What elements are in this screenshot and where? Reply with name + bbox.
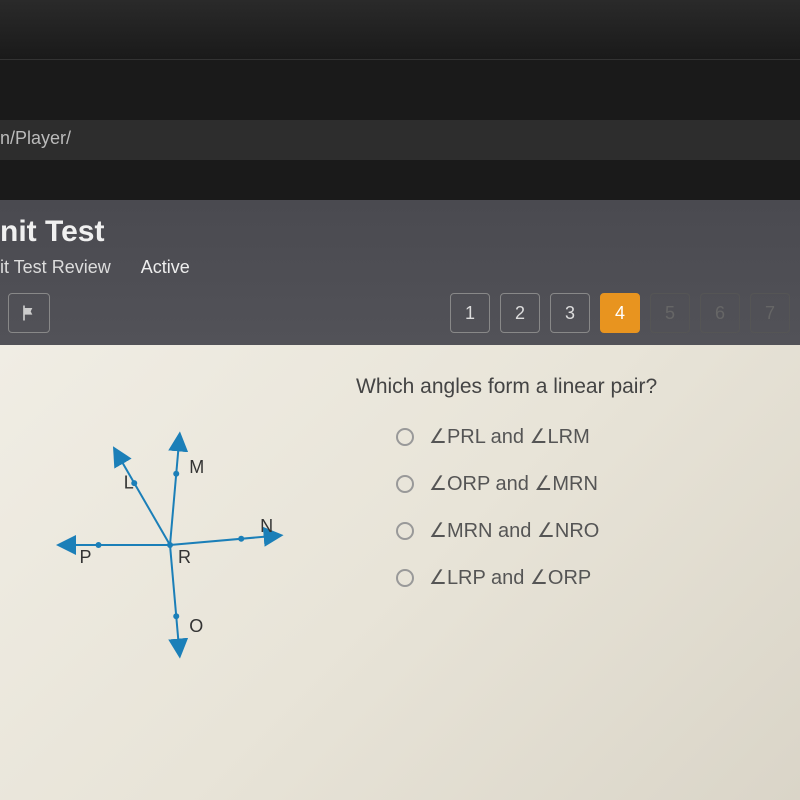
question-nav-5[interactable]: 5 — [650, 293, 690, 333]
radio-icon — [396, 428, 414, 446]
question-panel: Which angles form a linear pair? ∠PRL an… — [336, 345, 800, 800]
radio-icon — [396, 522, 414, 540]
radio-icon — [396, 475, 414, 493]
question-nav-7[interactable]: 7 — [750, 293, 790, 333]
monitor-bezel — [0, 0, 800, 60]
question-nav-4[interactable]: 4 — [600, 293, 640, 333]
option-2[interactable]: ∠MRN and ∠NRO — [396, 518, 780, 543]
test-header: nit Test it Test Review Active 1234567 — [0, 200, 800, 345]
question-nav-3[interactable]: 3 — [550, 293, 590, 333]
question-nav-2[interactable]: 2 — [500, 293, 540, 333]
svg-text:P: P — [80, 547, 92, 567]
option-0[interactable]: ∠PRL and ∠LRM — [396, 424, 780, 449]
content-area: L M N P O R Which angles form a linear pair? … — [0, 345, 800, 800]
option-label: ∠PRL and ∠LRM — [429, 424, 590, 449]
svg-text:L: L — [124, 473, 134, 493]
geometry-diagram: L M N P O R — [20, 375, 316, 705]
url-bar: n/Player/ — [0, 120, 800, 160]
subtitle-text: it Test Review — [0, 257, 111, 278]
option-1[interactable]: ∠ORP and ∠MRN — [396, 471, 780, 496]
svg-text:M: M — [189, 457, 204, 477]
question-text: Which angles form a linear pair? — [356, 375, 780, 399]
page-title: nit Test — [0, 215, 800, 249]
option-label: ∠MRN and ∠NRO — [429, 518, 599, 543]
nav-row: 1234567 — [0, 293, 790, 333]
dark-strip — [0, 160, 800, 200]
svg-text:N: N — [260, 516, 273, 536]
option-label: ∠ORP and ∠MRN — [429, 471, 598, 496]
question-nav-1[interactable]: 1 — [450, 293, 490, 333]
question-nav-6[interactable]: 6 — [700, 293, 740, 333]
flag-button[interactable] — [8, 293, 50, 333]
option-label: ∠LRP and ∠ORP — [429, 565, 591, 590]
question-nav: 1234567 — [450, 293, 790, 333]
option-3[interactable]: ∠LRP and ∠ORP — [396, 565, 780, 590]
url-path: n/Player/ — [0, 128, 71, 148]
svg-text:R: R — [178, 547, 191, 567]
status-text: Active — [141, 257, 190, 278]
header-subtitle-row: it Test Review Active — [0, 257, 800, 278]
diagram-panel: L M N P O R — [0, 345, 336, 800]
radio-icon — [396, 569, 414, 587]
flag-icon — [19, 303, 39, 323]
options-list: ∠PRL and ∠LRM ∠ORP and ∠MRN ∠MRN and ∠NRO ∠… — [356, 424, 780, 590]
svg-text:O: O — [189, 616, 203, 636]
